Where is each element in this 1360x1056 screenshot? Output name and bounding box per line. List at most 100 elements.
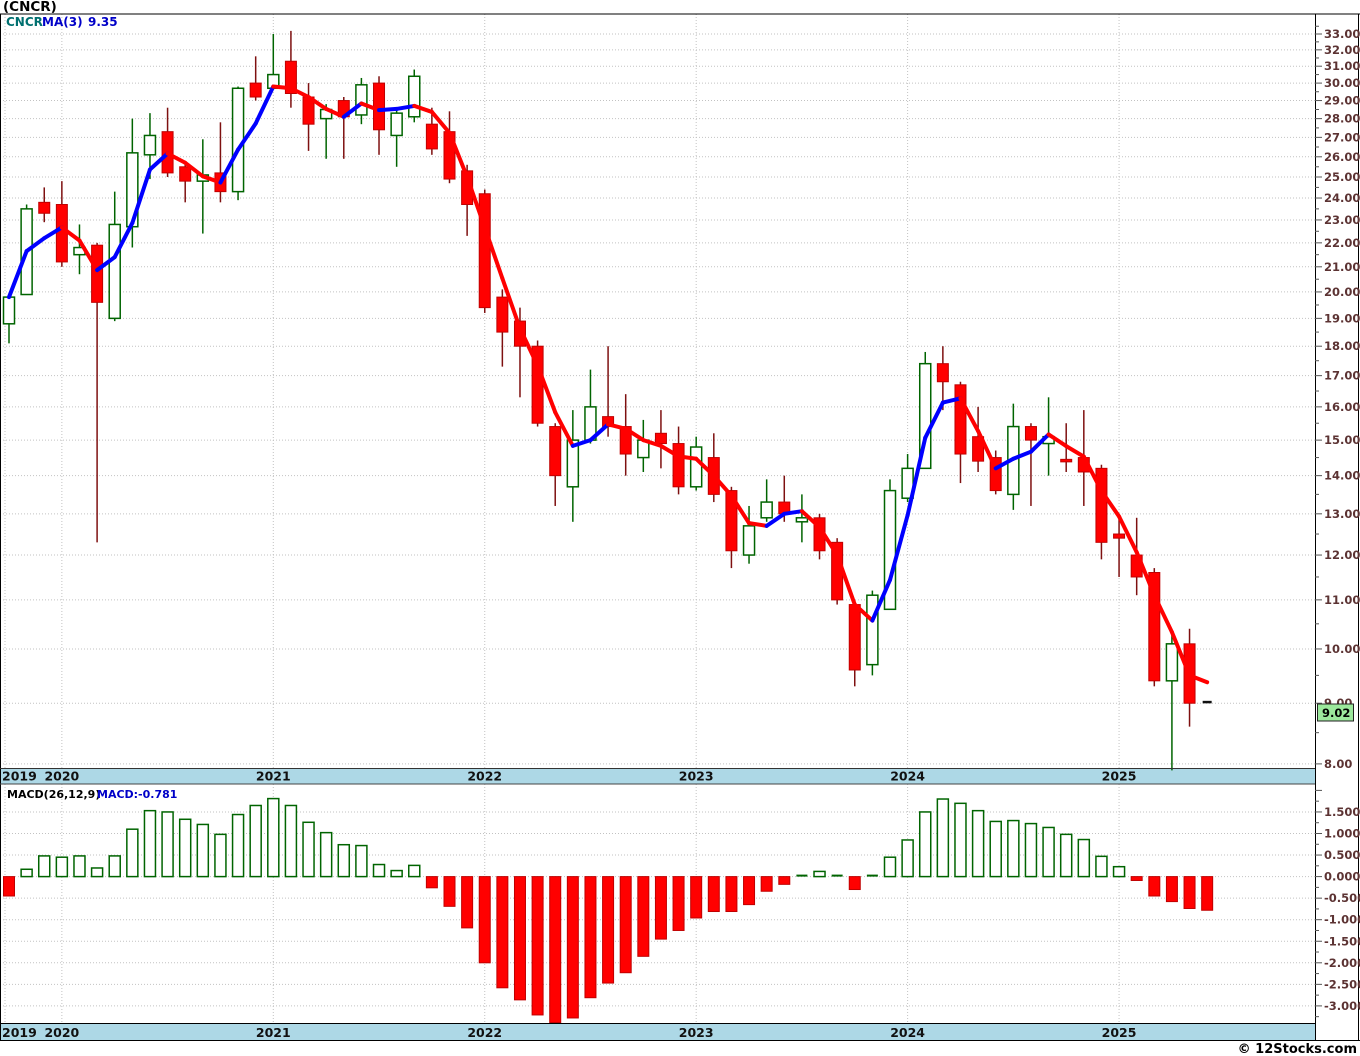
macd-bar-positive bbox=[936, 798, 950, 878]
ma-line-segment bbox=[711, 473, 734, 498]
macd-bar-negative bbox=[496, 876, 509, 989]
macd-bar-negative bbox=[425, 876, 438, 889]
ma-line-segment bbox=[606, 422, 628, 431]
macd-bar-positive bbox=[408, 864, 421, 878]
macd-tick-label: -2.000 bbox=[1324, 956, 1360, 970]
macd-bar-positive bbox=[901, 839, 914, 878]
year-label: 2019 bbox=[2, 769, 37, 784]
chart-generated-layers: 8.009.0010.0011.0012.0013.0014.0015.0016… bbox=[0, 13, 1360, 1041]
ma-line-segment bbox=[1117, 514, 1139, 555]
ma-line-segment bbox=[377, 106, 399, 113]
price-tick-label: 11.00 bbox=[1324, 593, 1360, 607]
macd-tick-label: -3.000 bbox=[1324, 999, 1360, 1013]
ma-line-segment bbox=[112, 220, 135, 260]
macd-bar-negative bbox=[1183, 876, 1196, 909]
year-label: 2022 bbox=[467, 769, 502, 784]
candle-up bbox=[390, 112, 403, 137]
candle-down bbox=[1095, 467, 1108, 543]
macd-bar-positive bbox=[55, 856, 69, 878]
macd-bar-positive bbox=[319, 831, 333, 878]
candle-down bbox=[725, 490, 738, 552]
macd-bar-negative bbox=[1201, 876, 1214, 911]
candle-up bbox=[742, 525, 756, 556]
price-tick-label: 22.00 bbox=[1324, 236, 1360, 250]
price-tick-label: 15.00 bbox=[1324, 433, 1360, 447]
macd-bar-positive bbox=[372, 863, 386, 878]
ma-line-segment bbox=[870, 577, 892, 623]
macd-bar-positive bbox=[90, 867, 104, 878]
macd-bar-positive bbox=[178, 818, 192, 878]
ma-line-segment bbox=[324, 106, 346, 119]
macd-bar-negative bbox=[1130, 876, 1143, 881]
ma-line-segment bbox=[306, 95, 329, 111]
macd-bar-positive bbox=[161, 811, 174, 878]
macd-bar-positive bbox=[883, 856, 897, 878]
macd-bar-positive bbox=[954, 802, 967, 878]
ma-line-segment bbox=[165, 151, 188, 165]
ma-line-segment bbox=[535, 363, 558, 415]
candle-down bbox=[1060, 458, 1073, 463]
candle-down bbox=[672, 443, 685, 488]
candle-down bbox=[496, 296, 509, 333]
price-tick-label: 28.00 bbox=[1324, 112, 1360, 126]
macd-bar-positive bbox=[355, 844, 368, 878]
macd-bar-negative bbox=[461, 876, 474, 929]
price-tick-label: 20.00 bbox=[1324, 285, 1360, 299]
ma-line-segment bbox=[7, 249, 29, 300]
ma-line-segment bbox=[1134, 550, 1157, 598]
candle-down bbox=[989, 457, 1002, 492]
ma-line-segment bbox=[147, 151, 170, 172]
macd-bar-positive bbox=[231, 813, 245, 878]
price-tick-label: 13.00 bbox=[1324, 507, 1360, 521]
last-price-box bbox=[1317, 703, 1354, 722]
candle-up bbox=[566, 439, 580, 488]
candle-down bbox=[848, 604, 861, 671]
price-tick-label: 23.00 bbox=[1324, 213, 1360, 227]
ma-line-segment bbox=[1011, 449, 1033, 461]
copyright: © 12Stocks.com bbox=[1238, 1042, 1357, 1056]
ma-line-segment bbox=[799, 509, 822, 530]
price-tick-label: 33.00 bbox=[1324, 27, 1360, 41]
year-label: 2024 bbox=[890, 769, 925, 784]
candle-up bbox=[143, 134, 157, 156]
year-label: 2025 bbox=[1102, 769, 1137, 784]
macd-tick-label: -1.000 bbox=[1324, 913, 1360, 927]
ma-line-segment bbox=[570, 438, 593, 448]
macd-bar-positive bbox=[20, 868, 33, 878]
ma-line-segment bbox=[588, 422, 611, 443]
price-tick-label: 21.00 bbox=[1324, 260, 1360, 274]
price-legend-ma-value: 9.35 bbox=[88, 15, 118, 29]
macd-bar-negative bbox=[531, 876, 544, 1016]
candle-up bbox=[689, 446, 703, 488]
candle-down bbox=[478, 193, 491, 309]
macd-bar-negative bbox=[619, 876, 632, 974]
year-label: 2021 bbox=[256, 1025, 291, 1040]
macd-bar-negative bbox=[1165, 876, 1178, 903]
macd-bar-positive bbox=[249, 804, 262, 878]
candle-down bbox=[425, 123, 438, 150]
macd-bar-negative bbox=[743, 876, 756, 906]
macd-bar-positive bbox=[813, 870, 826, 878]
price-tick-label: 25.00 bbox=[1324, 170, 1360, 184]
candle-down bbox=[954, 384, 967, 455]
candle-down bbox=[549, 426, 562, 477]
year-label: 2021 bbox=[256, 769, 291, 784]
macd-bar-positive bbox=[1112, 865, 1126, 878]
ma-line-segment bbox=[236, 121, 258, 152]
ma-line-segment bbox=[764, 511, 787, 528]
ma-line-segment bbox=[676, 454, 699, 461]
ma-line-segment bbox=[1169, 630, 1192, 678]
price-tick-label: 31.00 bbox=[1324, 59, 1360, 73]
macd-bar-negative bbox=[566, 876, 579, 1019]
year-label: 2020 bbox=[44, 1025, 79, 1040]
ma-line-segment bbox=[77, 238, 100, 273]
year-label: 2022 bbox=[467, 1025, 502, 1040]
price-tick-label: 8.00 bbox=[1324, 757, 1352, 771]
macd-tick-label: 1.000 bbox=[1324, 827, 1360, 841]
macd-tick-label: -0.500 bbox=[1324, 891, 1360, 905]
ma-line-segment bbox=[288, 86, 311, 100]
macd-bar-negative bbox=[478, 876, 491, 964]
price-tick-label: 14.00 bbox=[1324, 469, 1360, 483]
x-axis-band-top bbox=[0, 768, 1315, 784]
